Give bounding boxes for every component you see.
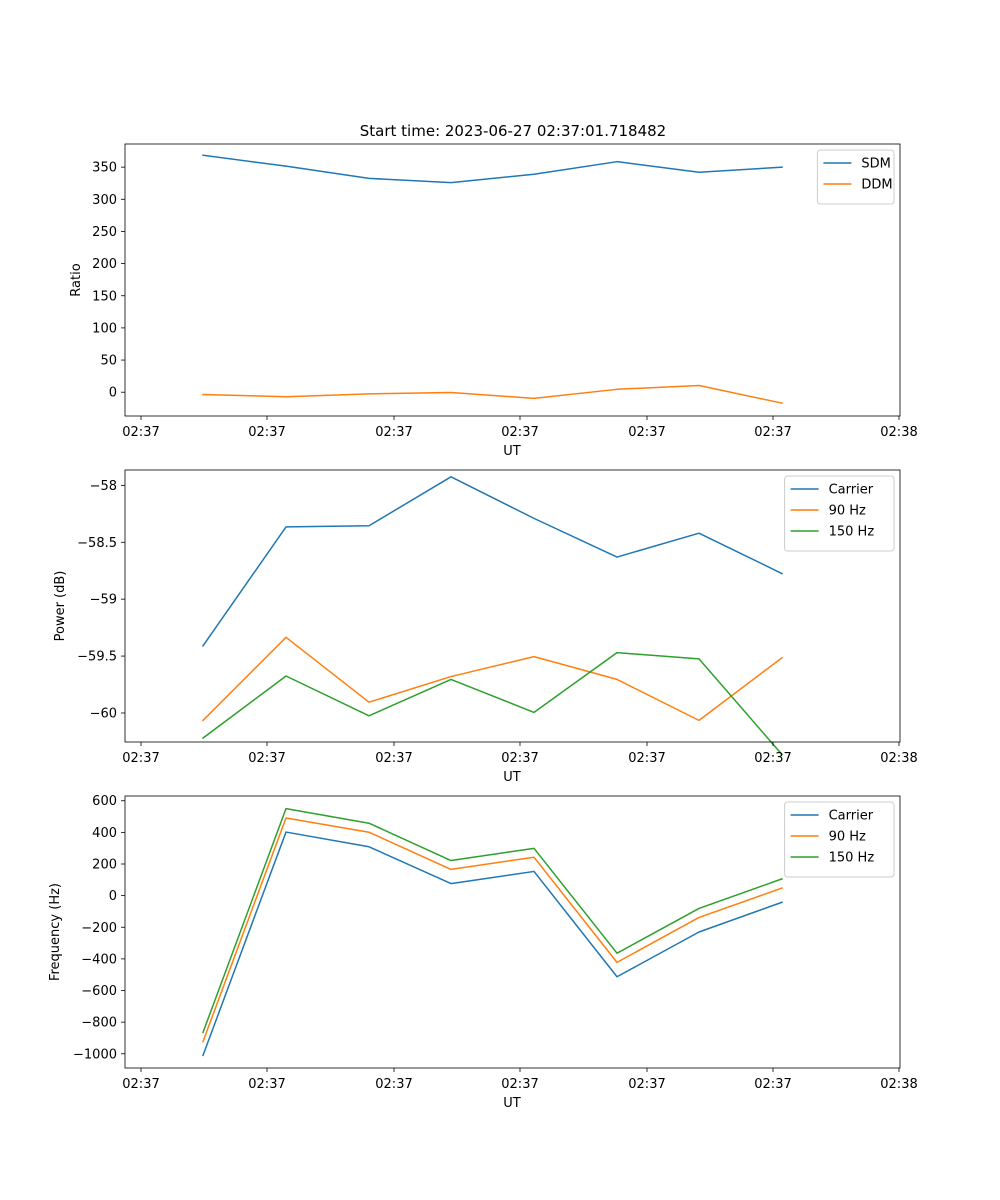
legend-label: 90 Hz (829, 504, 866, 519)
y-tick-label: −800 (81, 1016, 117, 1031)
legend-label: 150 Hz (829, 525, 875, 540)
x-tick-label: 02:37 (501, 425, 538, 440)
legend-label: Carrier (829, 483, 874, 498)
y-tick-label: 100 (92, 321, 117, 336)
y-tick-label: −60 (90, 706, 117, 721)
x-tick-label: 02:37 (248, 751, 285, 766)
x-tick-label: 02:37 (122, 425, 159, 440)
legend-label: 90 Hz (829, 830, 866, 845)
y-tick-label: −58 (90, 479, 117, 494)
x-tick-label: 02:37 (628, 425, 665, 440)
x-tick-label: 02:37 (754, 425, 791, 440)
series-line-carrier (201, 476, 784, 647)
axes-frame (124, 795, 901, 1069)
legend: Carrier 90 Hz 150 Hz (784, 801, 895, 878)
x-tick-label: 02:37 (501, 751, 538, 766)
y-tick-label: 0 (109, 386, 117, 401)
x-tick-label: 02:37 (375, 1077, 412, 1092)
y-tick-label: 350 (92, 161, 117, 176)
x-tick-label: 02:37 (501, 1077, 538, 1092)
x-tick-label: 02:37 (754, 1077, 791, 1092)
legend-label: Carrier (829, 809, 874, 824)
y-tick-label: 150 (92, 289, 117, 304)
y-tick-label: −200 (81, 921, 117, 936)
x-axis-label: UT (503, 444, 521, 459)
figure-title: Start time: 2023-06-27 02:37:01.718482 (360, 122, 666, 140)
legend-box (784, 475, 895, 552)
chart-panel-2: −60 −59.5 −59 −58.5 −58 02:37 02:37 02:37 02:37 0… (53, 469, 918, 785)
axes-frame (124, 469, 901, 743)
chart-panel-3: −1000 −800 −600 −400 −200 0 200 400 600 02:37 02:3… (48, 794, 918, 1111)
legend: Carrier 90 Hz 150 Hz (784, 475, 895, 552)
x-tick-label: 02:38 (880, 751, 917, 766)
y-tick-label: 400 (92, 826, 117, 841)
y-tick-label: 600 (92, 794, 117, 809)
y-tick-label: −1000 (73, 1047, 117, 1062)
legend-box (784, 801, 895, 878)
y-tick-label: −59 (90, 593, 117, 608)
y-tick-label: 0 (109, 889, 117, 904)
x-tick-label: 02:38 (880, 425, 917, 440)
y-tick-label: 200 (92, 257, 117, 272)
series-line-150-hz (202, 807, 783, 1034)
x-tick-label: 02:37 (375, 425, 412, 440)
x-tick-label: 02:37 (122, 1077, 159, 1092)
series-line-150-hz (201, 651, 784, 756)
y-axis-label: Frequency (Hz) (48, 883, 63, 981)
x-axis-label: UT (503, 1096, 521, 1111)
y-tick-label: 300 (92, 193, 117, 208)
x-tick-label: 02:37 (248, 425, 285, 440)
y-tick-label: 50 (100, 354, 117, 369)
x-tick-label: 02:38 (880, 1077, 917, 1092)
y-tick-label: −600 (81, 984, 117, 999)
legend-label: 150 Hz (829, 851, 875, 866)
legend-label: DDM (861, 178, 892, 193)
y-tick-label: −59.5 (77, 650, 117, 665)
x-tick-label: 02:37 (375, 751, 412, 766)
y-tick-label: 200 (92, 858, 117, 873)
x-axis-label: UT (503, 770, 521, 785)
series-line-sdm (202, 154, 783, 184)
series-line-carrier (202, 831, 783, 1057)
series-line-ddm (202, 384, 783, 405)
x-tick-label: 02:37 (248, 1077, 285, 1092)
x-tick-label: 02:37 (628, 1077, 665, 1092)
series-line-90-hz (202, 817, 783, 1043)
axes-frame (124, 143, 901, 417)
y-tick-label: −58.5 (77, 536, 117, 551)
y-axis-label: Ratio (69, 263, 84, 296)
y-tick-label: −400 (81, 952, 117, 967)
legend-label: SDM (861, 157, 890, 172)
x-tick-label: 02:37 (754, 751, 791, 766)
chart-panel-1: 0 50 100 150 200 250 300 350 02:37 02:37 02:37 02:3… (69, 143, 918, 459)
x-tick-label: 02:37 (122, 751, 159, 766)
series-line-90-hz (201, 636, 784, 722)
y-axis-label: Power (dB) (53, 571, 68, 642)
x-tick-label: 02:37 (628, 751, 665, 766)
legend: SDM DDM (816, 149, 895, 205)
y-tick-label: 250 (92, 225, 117, 240)
